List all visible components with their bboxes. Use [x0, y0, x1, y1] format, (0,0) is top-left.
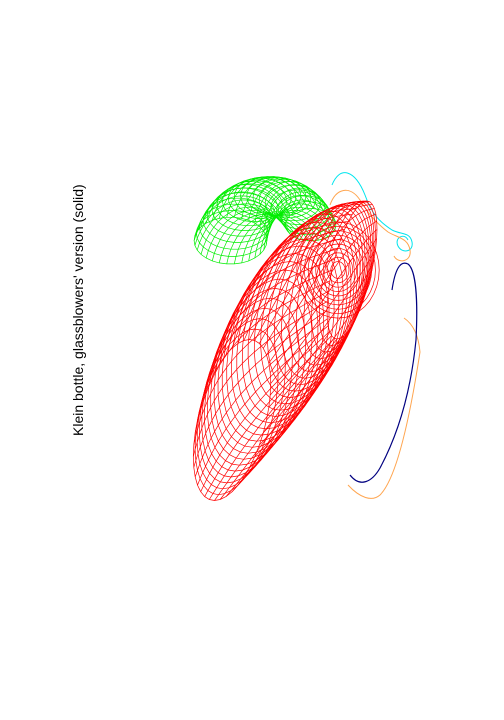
- body-meridian: [259, 291, 367, 446]
- throat-ring: [319, 248, 357, 292]
- neck-meridian: [218, 213, 304, 263]
- body-meridian: [268, 259, 375, 408]
- body-meridian: [209, 337, 335, 500]
- neck-meridian: [241, 177, 319, 219]
- body-meridian: [214, 338, 338, 501]
- body-ring: [217, 253, 330, 448]
- body-meridian: [263, 280, 370, 433]
- body-meridian: [243, 201, 364, 341]
- neck-meridian: [200, 184, 291, 228]
- body-meridian: [192, 301, 328, 457]
- neck-meridian: [233, 214, 314, 264]
- projection-outlines: [329, 172, 421, 499]
- neck-meridian: [218, 177, 304, 219]
- throat-ring: [315, 243, 361, 297]
- body-meridian: [269, 248, 377, 396]
- body-meridian: [268, 220, 377, 364]
- body-meridian: [219, 337, 341, 500]
- neck-meridian: [263, 187, 335, 232]
- body-meridian: [200, 331, 330, 492]
- neck-ring: [193, 216, 268, 265]
- throat-ring: [303, 230, 373, 310]
- throat-ring: [300, 225, 376, 315]
- body-meridian: [269, 229, 378, 373]
- throat-ring: [322, 252, 354, 288]
- body-meridian: [266, 269, 373, 421]
- navy-outline: [349, 262, 418, 483]
- body-meridian: [258, 204, 373, 344]
- body-mesh: [192, 200, 380, 501]
- neck-meridian: [233, 176, 314, 218]
- body-meridian: [225, 335, 345, 497]
- body-meridian: [237, 325, 352, 486]
- neck-meridian: [196, 187, 288, 232]
- neck-meridian: [211, 212, 299, 261]
- body-meridian: [231, 208, 357, 349]
- neck-meridian: [259, 206, 332, 255]
- body-meridian: [200, 258, 335, 408]
- orange-outline: [329, 190, 421, 499]
- neck-meridian: [196, 203, 288, 251]
- body-meridian: [194, 318, 328, 478]
- throat-ring: [326, 256, 350, 284]
- neck-meridian: [194, 199, 287, 246]
- body-meridian: [231, 331, 349, 492]
- throat-ring: [311, 239, 365, 301]
- neck-meridian: [254, 209, 328, 259]
- body-meridian: [197, 325, 329, 486]
- body-meridian: [266, 213, 377, 356]
- body-meridian: [194, 280, 331, 433]
- throat-ring: [330, 261, 346, 279]
- throat-ring: [307, 234, 369, 306]
- body-meridian: [254, 201, 370, 341]
- body-meridian: [193, 290, 329, 445]
- body-meridian: [204, 335, 332, 497]
- throat-ring: [296, 221, 380, 319]
- cyan-outline: [331, 172, 413, 252]
- body-meridian: [225, 213, 353, 356]
- neck-meridian: [265, 191, 336, 236]
- body-ring: [236, 226, 348, 424]
- neck-meridian: [248, 178, 324, 221]
- body-meridian: [193, 310, 328, 468]
- neck-meridian: [226, 214, 309, 264]
- body-meridian: [249, 200, 368, 340]
- neck-meridian: [226, 176, 309, 218]
- body-meridian: [208, 238, 342, 384]
- neck-meridian: [205, 209, 295, 259]
- neck-mesh: [193, 176, 337, 265]
- body-meridian: [263, 208, 375, 349]
